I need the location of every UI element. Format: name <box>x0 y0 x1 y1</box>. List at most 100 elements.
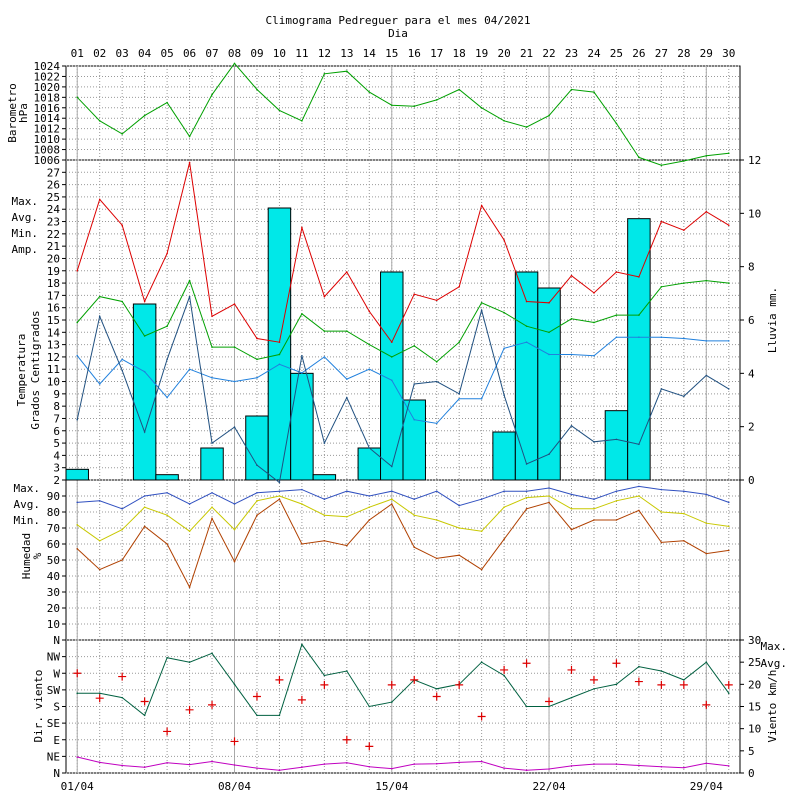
rain-bar <box>537 287 561 481</box>
max-humidity-line-point <box>727 501 730 504</box>
amp-temp-line-point <box>503 394 505 396</box>
avg-wind-line-point <box>458 761 460 764</box>
day-number: 30 <box>722 47 735 60</box>
wind-speed-tick-label: 25 <box>748 656 761 669</box>
y-tick-label: 1006 <box>34 154 61 167</box>
barometer-line <box>76 62 729 166</box>
min-humidity-line-point <box>660 541 663 544</box>
barometer-line-point <box>211 93 213 96</box>
min-humidity-line-point <box>615 519 618 521</box>
max-temp-line-point <box>525 300 528 303</box>
avg-wind-line-point <box>593 763 595 765</box>
temp-legend-avg: Avg. <box>12 211 39 224</box>
avg-wind-line-point <box>76 756 79 758</box>
max-temp-line-point <box>98 198 101 201</box>
y-tick-label: 14 <box>47 326 61 339</box>
date-label: 08/04 <box>218 780 251 793</box>
min-temp-line-point <box>166 396 168 399</box>
avg-temp-line-point <box>458 341 460 343</box>
day-number: 12 <box>318 47 331 60</box>
max-temp-line-point <box>570 274 573 277</box>
y-tick-label: 20 <box>47 252 60 265</box>
avg-humidity-line-point <box>503 506 505 509</box>
max-temp-line-point <box>76 269 79 272</box>
amp-temp-line-point <box>346 396 348 399</box>
wind-speed-tick-label: 20 <box>748 678 761 691</box>
max-wind-line-point <box>233 683 236 686</box>
avg-temp-line-point <box>615 314 618 316</box>
date-label: 22/04 <box>532 780 565 793</box>
min-temp-line-point <box>76 354 79 357</box>
avg-wind-line-point <box>548 768 550 770</box>
max-wind-line-point <box>323 674 326 677</box>
direction-tick-label: S <box>53 701 60 714</box>
avg-temp-line-point <box>660 285 663 288</box>
avg-wind-line-point <box>705 762 708 765</box>
avg-wind-line-point <box>301 766 303 769</box>
amp-temp-line-point <box>615 438 618 441</box>
min-humidity-line-point <box>727 549 730 552</box>
max-temp-line-point <box>143 300 146 303</box>
barometer-line-point <box>143 114 146 117</box>
max-humidity-line-point <box>570 493 573 496</box>
avg-temp-line <box>76 279 729 363</box>
amp-temp-line-point <box>211 442 213 444</box>
day-number: 18 <box>453 47 466 60</box>
max-temp-line-point <box>233 303 236 305</box>
avg-humidity-line-point <box>121 528 123 531</box>
wind-direction-mark <box>365 742 374 751</box>
y-tick-label: 1008 <box>34 144 61 157</box>
min-temp-line-point <box>638 336 640 339</box>
max-humidity-line-point <box>705 493 708 496</box>
max-humidity-line-point <box>525 490 528 493</box>
avg-humidity-line-point <box>660 511 663 513</box>
max-temp-line-point <box>323 295 326 298</box>
min-humidity-line-point <box>705 552 708 555</box>
avg-humidity-line-point <box>435 519 438 521</box>
avg-wind-line-point <box>278 769 281 772</box>
barometer-axis-label: hPa <box>17 103 30 123</box>
amp-temp-line-point <box>278 481 281 484</box>
barometer-line-point <box>570 88 573 91</box>
avg-wind-line-point <box>413 763 416 765</box>
day-number: 26 <box>632 47 645 60</box>
avg-temp-line-point <box>435 361 438 363</box>
wind-direction-mark <box>567 665 576 674</box>
y-tick-label: 8 <box>53 400 60 413</box>
amp-temp-line-point <box>525 463 528 465</box>
max-humidity-line-point <box>323 498 326 501</box>
max-humidity-line-point <box>435 490 438 493</box>
y-tick-label: 1020 <box>34 81 61 94</box>
y-tick-label: 10 <box>47 618 60 631</box>
min-humidity-line-point <box>121 559 123 561</box>
avg-wind-line-point <box>503 767 505 769</box>
direction-tick-label: SE <box>47 717 60 730</box>
wind-direction-mark <box>163 727 172 736</box>
y-tick-label: 40 <box>47 570 60 583</box>
avg-humidity-line <box>76 495 729 542</box>
y-tick-label: 4 <box>53 449 60 462</box>
max-wind-line-point <box>368 705 371 708</box>
min-temp-line-point <box>503 347 505 350</box>
max-wind-line-point <box>548 705 550 708</box>
avg-temp-line-point <box>166 325 168 327</box>
barometer-line-point <box>390 104 393 106</box>
max-humidity-line-point <box>188 503 191 505</box>
day-number: 16 <box>408 47 421 60</box>
wind-direction-mark <box>500 665 509 674</box>
min-humidity-line-point <box>256 514 258 516</box>
max-temp-line-point <box>390 341 393 343</box>
avg-humidity-line-point <box>570 508 573 510</box>
wind-direction-mark <box>724 680 733 689</box>
rain-bar <box>514 271 539 481</box>
max-humidity-line-point <box>76 501 79 504</box>
day-number: 14 <box>363 47 377 60</box>
rain-bar <box>604 410 629 481</box>
max-humidity-line-point <box>683 490 685 493</box>
avg-humidity-line-point <box>346 516 348 518</box>
max-wind-line-point <box>683 679 685 681</box>
max-temp-line <box>76 162 730 344</box>
min-humidity-line-point <box>76 548 79 550</box>
rain-tick-label: 10 <box>748 207 761 220</box>
max-humidity-line-point <box>615 490 618 493</box>
